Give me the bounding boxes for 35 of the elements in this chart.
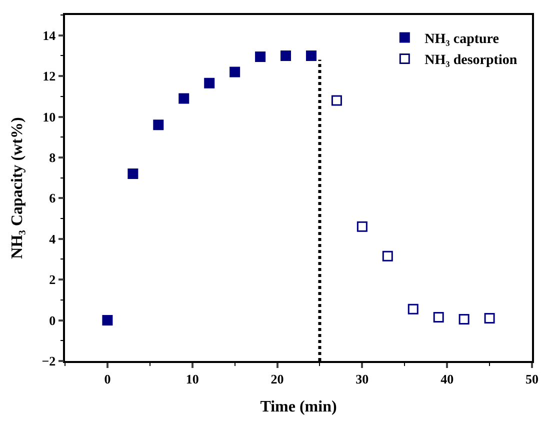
point <box>102 315 113 326</box>
y-tick-label: 8 <box>49 150 56 166</box>
y-tick-label: 12 <box>42 68 56 84</box>
x-axis-title: Time (min) <box>260 398 337 416</box>
y-tick-label: 0 <box>49 312 56 328</box>
point <box>178 93 190 104</box>
point <box>306 50 316 61</box>
y-tick-label: −2 <box>42 354 56 369</box>
x-tick-label: 20 <box>270 371 284 386</box>
point <box>204 78 215 88</box>
legend-label: NH₃ capture <box>424 32 499 47</box>
point <box>356 221 368 232</box>
point <box>280 50 292 61</box>
point <box>382 250 393 262</box>
x-tick-label: 0 <box>104 371 111 386</box>
point <box>408 304 418 314</box>
y-tick-label: 14 <box>42 28 56 43</box>
x-tick-label: 40 <box>440 371 454 386</box>
point <box>255 51 266 62</box>
y-tick-label: 6 <box>49 190 56 206</box>
point <box>153 120 164 130</box>
point <box>433 312 444 322</box>
point <box>458 314 470 325</box>
legend-label: NH₃ desorption <box>424 53 518 68</box>
point <box>331 95 342 106</box>
y-tick-label: 4 <box>49 231 56 246</box>
y-tick-label: 2 <box>49 272 56 288</box>
point <box>484 313 495 324</box>
x-tick-label: 30 <box>356 371 369 386</box>
x-tick-label: 50 <box>526 371 538 386</box>
y-tick-label: 10 <box>42 109 56 124</box>
y-axis-title: NH₃ Capacity (wt%) <box>9 117 26 259</box>
x-tick-label: 10 <box>186 371 199 386</box>
point <box>128 168 138 179</box>
point <box>230 66 240 78</box>
